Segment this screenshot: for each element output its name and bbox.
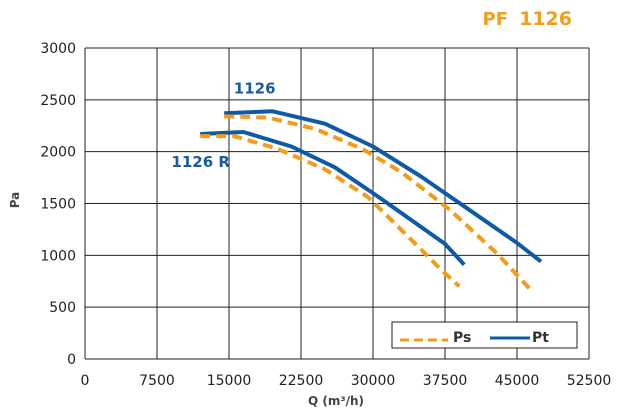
tick-labels: 0 7500 15000 22500 30000 37500 45000 52500 0 500 1… bbox=[40, 41, 611, 389]
y-tick-label-5: 2500 bbox=[40, 93, 76, 109]
y-tick-label-2: 1000 bbox=[40, 248, 76, 264]
x-tick-label-6: 45000 bbox=[495, 373, 540, 389]
y-tick-label-1: 500 bbox=[49, 300, 76, 316]
curves bbox=[200, 109, 543, 292]
x-tick-label-7: 52500 bbox=[567, 373, 612, 389]
title-prefix: PF bbox=[483, 9, 509, 30]
title-main: 1126 bbox=[519, 8, 572, 30]
y-tick-label-0: 0 bbox=[67, 352, 76, 368]
legend-pt-label: Pt bbox=[532, 330, 549, 346]
x-tick-label-5: 37500 bbox=[423, 373, 468, 389]
x-tick-label-4: 30000 bbox=[351, 373, 396, 389]
curve-ps-1 bbox=[224, 114, 533, 292]
curve-pt-2 bbox=[200, 130, 466, 267]
legend-ps-label: Ps bbox=[453, 330, 471, 346]
y-tick-label-4: 2000 bbox=[40, 145, 76, 161]
grid bbox=[84, 47, 590, 360]
x-tick-label-2: 15000 bbox=[207, 373, 252, 389]
x-axis-label: Q (m³/h) bbox=[308, 394, 364, 408]
y-axis-label: Pa bbox=[8, 192, 22, 209]
chart-title: PF 1126 bbox=[483, 8, 572, 30]
y-tick-label-6: 3000 bbox=[40, 41, 76, 57]
curve-label-1: 1126 R bbox=[171, 153, 230, 171]
x-tick-label-1: 7500 bbox=[139, 373, 175, 389]
curve-pt-0 bbox=[224, 109, 543, 264]
curve-ps-3 bbox=[200, 134, 461, 288]
curve-label-0: 1126 bbox=[234, 80, 276, 98]
curve-labels: 1126 1126 R bbox=[171, 80, 275, 172]
x-tick-label-0: 0 bbox=[81, 373, 90, 389]
y-tick-label-3: 1500 bbox=[40, 197, 76, 213]
legend: Ps Pt bbox=[391, 321, 578, 349]
legend-box bbox=[391, 321, 578, 349]
x-tick-label-3: 22500 bbox=[279, 373, 324, 389]
